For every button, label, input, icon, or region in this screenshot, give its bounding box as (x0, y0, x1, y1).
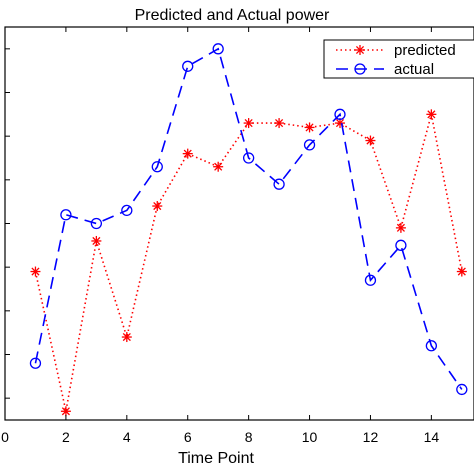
data-point-actual (456, 383, 468, 396)
data-point-actual (182, 60, 194, 72)
legend-label-actual: actual (394, 61, 434, 78)
data-point-actual (425, 340, 438, 352)
data-point-predicted (182, 148, 193, 159)
data-point-predicted (60, 406, 71, 417)
data-point-actual (212, 43, 224, 55)
data-point-predicted (91, 235, 102, 246)
series-line-actual (34, 47, 463, 390)
data-point-actual (303, 139, 316, 151)
data-point-predicted (365, 135, 376, 146)
data-point-predicted (426, 109, 437, 120)
x-tick-label: 6 (184, 429, 192, 445)
data-point-actual (273, 178, 285, 190)
x-tick-label: 0 (1, 429, 9, 445)
data-point-predicted (152, 201, 163, 212)
data-point-predicted (243, 118, 254, 129)
data-point-predicted (121, 332, 132, 343)
x-tick-label: 2 (62, 429, 70, 445)
x-tick-label: 10 (302, 429, 318, 445)
x-tick-label: 8 (245, 429, 253, 445)
data-point-predicted (456, 266, 467, 277)
legend-marker-actual (354, 63, 366, 75)
x-tick-label: 12 (363, 429, 379, 445)
data-point-predicted (30, 266, 41, 277)
data-point-predicted (213, 161, 224, 172)
data-point-actual (90, 217, 103, 230)
data-point-predicted (395, 222, 406, 233)
chart-title: Predicted and Actual power (135, 7, 330, 24)
x-axis-title: Time Point (178, 450, 254, 467)
data-point-actual (60, 209, 72, 221)
x-tick-label: 14 (424, 429, 440, 445)
data-point-actual (395, 239, 407, 251)
data-point-actual (334, 108, 346, 120)
legend: predicted actual (323, 39, 474, 79)
data-point-predicted (304, 122, 315, 133)
data-point-actual (29, 357, 42, 369)
x-tick-label: 4 (123, 429, 131, 445)
data-point-actual (364, 274, 377, 286)
legend-box (323, 39, 474, 79)
data-point-actual (121, 204, 133, 217)
legend-label-predicted: predicted (394, 42, 456, 59)
data-point-actual (242, 152, 255, 164)
data-point-predicted (274, 118, 285, 129)
data-point-actual (151, 161, 163, 173)
legend-marker-predicted (355, 45, 365, 55)
